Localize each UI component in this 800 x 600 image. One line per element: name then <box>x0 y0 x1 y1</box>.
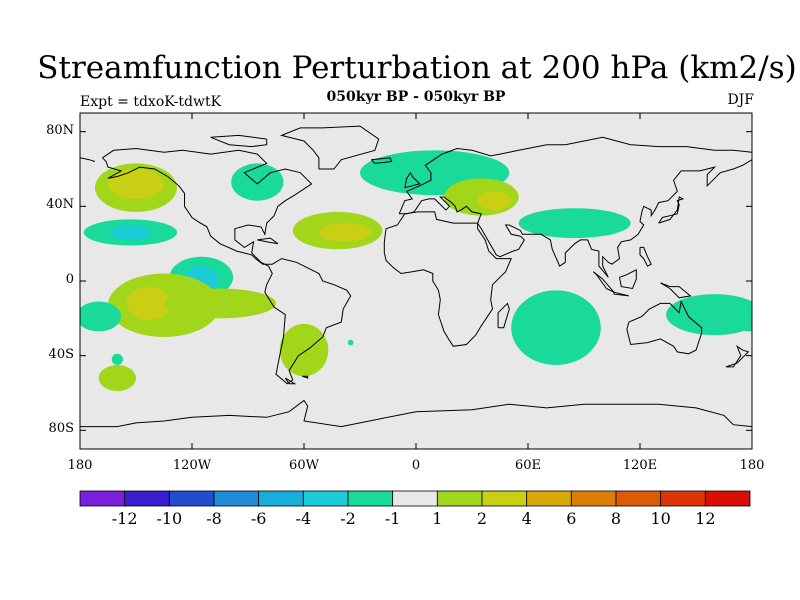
colorbar-label: -10 <box>156 509 183 528</box>
season-label: DJF <box>727 92 754 108</box>
plot-title: Streamfunction Perturbation at 200 hPa (… <box>37 50 797 86</box>
contour-patch <box>231 163 284 201</box>
contour-patch <box>318 223 372 242</box>
colorbar-label: -4 <box>295 509 312 528</box>
colorbar-swatch <box>213 490 260 507</box>
coastline <box>80 157 96 162</box>
lat-tick-label: 80S <box>48 421 74 437</box>
coastline <box>398 136 752 214</box>
contour-patch <box>98 365 136 392</box>
contour-patch <box>80 301 122 332</box>
contour-patch <box>477 191 512 211</box>
coastline <box>370 157 393 164</box>
colorbar-label: -12 <box>111 509 138 528</box>
colorbar-swatch <box>570 490 617 507</box>
contour-patch <box>733 305 752 332</box>
colorbar-swatch <box>258 490 304 507</box>
colorbar-swatch <box>704 490 751 507</box>
contour-patch <box>518 208 631 239</box>
colorbar-label: 10 <box>650 509 671 528</box>
coastline <box>383 211 512 347</box>
experiment-label: Expt = tdxoK-tdwtK <box>80 94 222 110</box>
coastline <box>658 196 685 224</box>
lat-tick-label: 80N <box>46 122 74 138</box>
coastline <box>284 377 297 385</box>
map-frame <box>79 112 753 450</box>
colorbar-swatch <box>347 490 394 507</box>
coastline <box>497 302 510 329</box>
colorbar-label: 1 <box>432 509 443 528</box>
coastline <box>399 159 752 278</box>
lon-tick-label: 60E <box>514 458 542 473</box>
colorbar-swatch <box>481 490 528 507</box>
lon-tick-label: 0 <box>411 458 421 473</box>
coastline <box>639 246 652 267</box>
lat-tick-label: 40N <box>46 197 74 213</box>
coastline-layer <box>80 125 752 428</box>
colorbar-label: -6 <box>250 509 267 528</box>
colorbar-swatch <box>660 490 706 507</box>
colorbar-swatch <box>79 490 126 507</box>
contour-patch <box>164 288 276 319</box>
contour-patch <box>511 290 601 365</box>
contour-patch <box>111 353 123 365</box>
contour-patch <box>279 323 329 377</box>
coastline <box>210 134 268 148</box>
contour-patch <box>126 286 172 321</box>
lon-tick-label: 180 <box>67 458 93 473</box>
colorbar-swatch <box>302 490 349 507</box>
lon-tick-label: 120W <box>172 458 212 473</box>
colorbar-swatch <box>526 490 572 507</box>
contour-patch <box>666 294 752 336</box>
coastline <box>102 147 352 385</box>
lat-tick-label: 40S <box>48 346 74 362</box>
coastline <box>257 237 279 245</box>
contour-patch <box>108 169 164 199</box>
contour-fill-layer <box>80 150 752 392</box>
coastline <box>619 268 637 290</box>
colorbar-swatch <box>124 490 170 507</box>
colorbar-swatch <box>392 490 438 507</box>
coastline <box>301 375 309 379</box>
lon-tick-label: 60W <box>289 458 319 473</box>
plot-subtitle: 050kyr BP - 050kyr BP <box>326 89 506 105</box>
lon-tick-label: 180 <box>739 458 765 473</box>
lat-tick-label: 0 <box>65 272 74 287</box>
coastline <box>725 344 750 368</box>
colorbar-swatch <box>168 490 215 507</box>
coastline <box>626 299 703 355</box>
coastline <box>613 291 629 297</box>
coastline <box>592 271 615 293</box>
colorbar-swatch <box>436 490 483 507</box>
coastline <box>404 171 421 189</box>
contour-patch <box>109 225 151 240</box>
colorbar-label: 12 <box>695 509 716 528</box>
colorbar <box>79 490 751 507</box>
colorbar-label: -1 <box>384 509 401 528</box>
colorbar-swatch <box>615 490 662 507</box>
colorbar-label: 4 <box>521 509 532 528</box>
colorbar-label: 8 <box>610 509 622 528</box>
lon-tick-label: 120E <box>622 458 658 473</box>
coastline <box>660 282 692 299</box>
colorbar-label: 2 <box>476 509 488 528</box>
colorbar-label: -2 <box>340 509 356 528</box>
colorbar-label: -8 <box>206 509 222 528</box>
contour-patch <box>347 339 354 346</box>
colorbar-label: 6 <box>566 509 577 528</box>
coastline <box>80 399 752 428</box>
coastline <box>279 125 380 170</box>
